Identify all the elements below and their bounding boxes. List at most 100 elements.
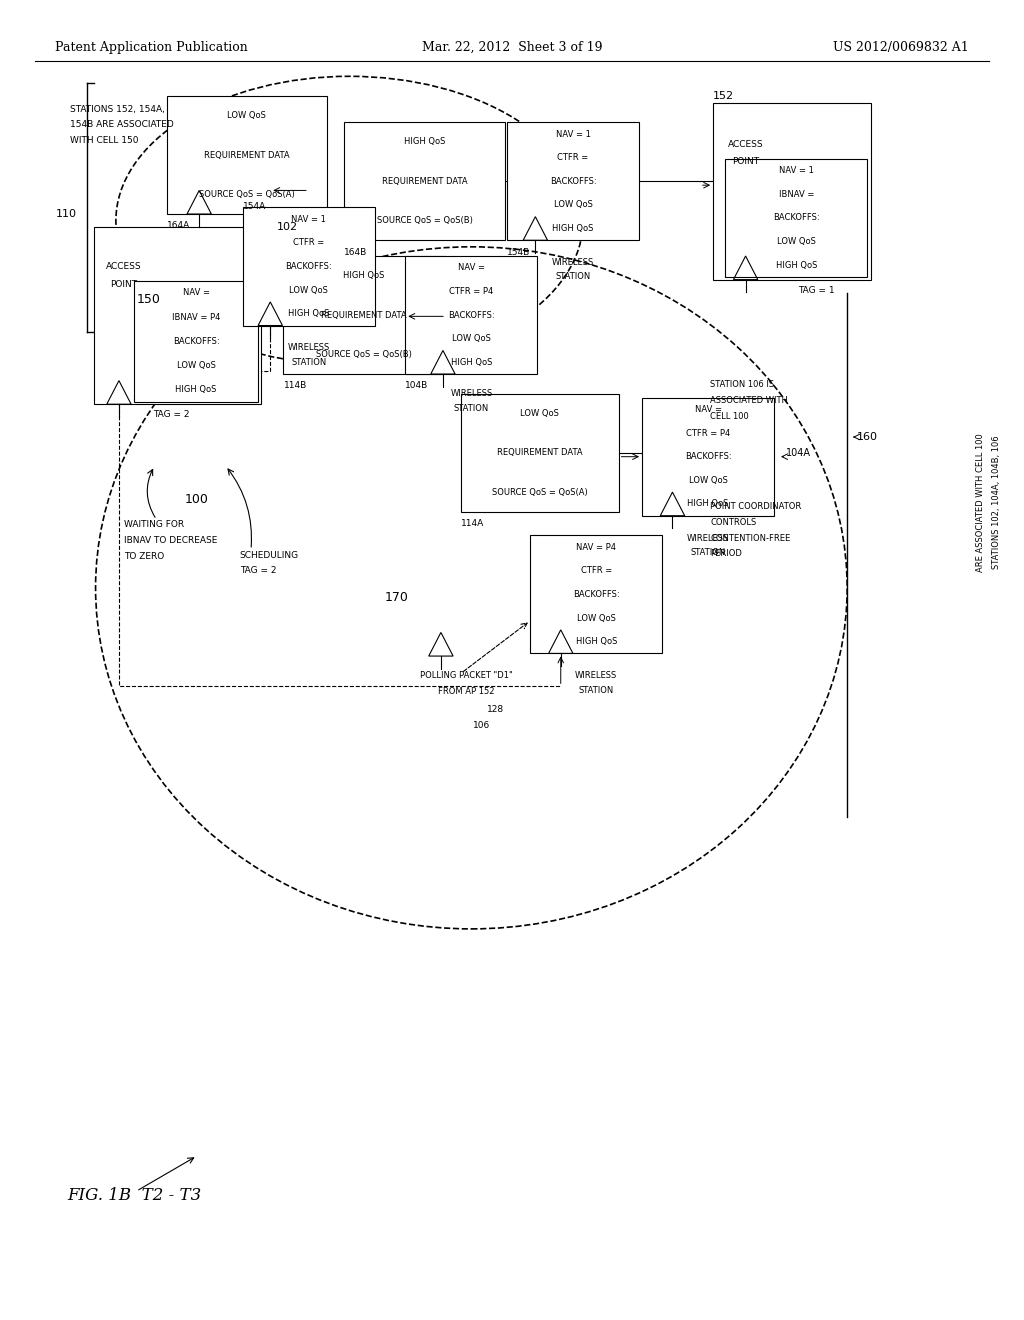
Text: 164B: 164B [344,248,368,256]
Text: STATION: STATION [579,685,614,694]
Text: TAG = 2: TAG = 2 [154,411,190,420]
Text: HIGH QoS: HIGH QoS [403,137,445,147]
Text: WAITING FOR: WAITING FOR [124,520,184,529]
Text: NAV = P4: NAV = P4 [577,543,616,552]
Text: LOW QoS: LOW QoS [688,475,727,484]
Text: 106: 106 [473,721,490,730]
Bar [530,536,663,653]
Text: NAV = 1: NAV = 1 [779,166,814,176]
Text: BACKOFFS:: BACKOFFS: [550,177,596,186]
Text: HIGH QoS: HIGH QoS [776,260,817,269]
Text: SOURCE QoS = QoS(B): SOURCE QoS = QoS(B) [315,350,412,359]
Text: WIRELESS: WIRELESS [687,533,729,543]
Text: CTFR = P4: CTFR = P4 [450,286,494,296]
Text: STATION: STATION [454,404,489,413]
Text: HIGH QoS: HIGH QoS [288,309,330,318]
Text: US 2012/0069832 A1: US 2012/0069832 A1 [834,41,969,54]
Text: ARE ASSOCIATED WITH CELL 100: ARE ASSOCIATED WITH CELL 100 [976,433,985,572]
Bar [93,227,261,404]
Bar [507,123,639,240]
Text: IBNAV TO DECREASE: IBNAV TO DECREASE [124,536,217,545]
Text: CTFR =: CTFR = [557,153,589,162]
Text: Mar. 22, 2012  Sheet 3 of 19: Mar. 22, 2012 Sheet 3 of 19 [422,41,602,54]
Text: WIRELESS: WIRELESS [451,389,493,399]
Bar [284,256,444,374]
Text: STATIONS 102, 104A, 104B, 106: STATIONS 102, 104A, 104B, 106 [992,436,1001,569]
Text: HIGH QoS: HIGH QoS [343,271,384,280]
Text: LOW QoS: LOW QoS [554,201,592,210]
Text: 102: 102 [276,222,298,232]
Text: REQUIREMENT DATA: REQUIREMENT DATA [321,310,407,319]
Text: POINT: POINT [732,157,759,166]
Text: REQUIREMENT DATA: REQUIREMENT DATA [382,177,468,186]
Text: LOW QoS: LOW QoS [520,409,559,418]
Text: BACKOFFS:: BACKOFFS: [773,214,819,223]
Text: BACKOFFS:: BACKOFFS: [286,261,332,271]
Text: 104B: 104B [406,381,429,391]
Text: STATION: STATION [555,272,591,281]
Text: 152: 152 [713,91,734,102]
Text: HIGH QoS: HIGH QoS [575,638,617,645]
Text: 154A: 154A [243,202,266,211]
Bar [167,96,327,214]
Text: 154B ARE ASSOCIATED: 154B ARE ASSOCIATED [71,120,174,129]
Text: 100: 100 [185,494,209,507]
Text: TO ZERO: TO ZERO [124,552,164,561]
Text: HIGH QoS: HIGH QoS [451,358,493,367]
Text: LOW QoS: LOW QoS [452,334,490,343]
Text: CTFR =: CTFR = [293,239,325,247]
Bar [642,397,774,516]
Text: IBNAV = P4: IBNAV = P4 [172,313,220,322]
Text: HIGH QoS: HIGH QoS [175,385,217,395]
Text: NAV = 1: NAV = 1 [292,215,327,224]
Text: SOURCE QoS = QoS(B): SOURCE QoS = QoS(B) [377,216,473,226]
Text: NAV =: NAV = [458,263,485,272]
Text: 104A: 104A [786,447,811,458]
Text: HIGH QoS: HIGH QoS [552,224,594,232]
Text: 164A: 164A [167,222,189,230]
Bar [243,207,375,326]
Bar [461,393,618,512]
Text: POLLING PACKET "D1": POLLING PACKET "D1" [420,672,513,680]
Text: ACCESS: ACCESS [728,140,764,149]
Text: LOW QoS: LOW QoS [227,111,266,120]
Text: ACCESS: ACCESS [106,261,142,271]
Text: LOW QoS: LOW QoS [290,285,329,294]
Bar [134,281,258,401]
Text: REQUIREMENT DATA: REQUIREMENT DATA [497,449,583,457]
Text: STATION 106 IS: STATION 106 IS [710,380,774,389]
Text: CTFR =: CTFR = [581,566,612,576]
Text: STATIONS 152, 154A,: STATIONS 152, 154A, [71,104,165,114]
Text: STATION: STATION [291,358,327,367]
Text: BACKOFFS:: BACKOFFS: [573,590,620,599]
Text: Patent Application Publication: Patent Application Publication [55,41,248,54]
Text: REQUIREMENT DATA: REQUIREMENT DATA [204,150,290,160]
Text: POINT COORDINATOR: POINT COORDINATOR [710,502,802,511]
Text: PERIOD: PERIOD [710,549,742,558]
Text: LOW QoS: LOW QoS [777,238,816,246]
Text: NAV = 1: NAV = 1 [555,129,591,139]
Text: 150: 150 [136,293,160,306]
Text: WITH CELL 150: WITH CELL 150 [71,136,138,145]
Text: 128: 128 [486,705,504,714]
Bar [344,123,505,240]
Text: WIRELESS: WIRELESS [288,343,330,352]
Text: POINT: POINT [111,280,137,289]
Text: FROM AP 152: FROM AP 152 [438,686,495,696]
Text: 114B: 114B [284,381,307,391]
Text: TAG = 1: TAG = 1 [799,285,835,294]
Bar [713,103,870,280]
Text: BACKOFFS:: BACKOFFS: [173,337,219,346]
Text: FIG. 1B  T2 - T3: FIG. 1B T2 - T3 [68,1187,202,1204]
Text: CONTENTION-FREE: CONTENTION-FREE [710,533,791,543]
Text: CONTROLS: CONTROLS [710,517,757,527]
Text: NAV =: NAV = [694,405,722,414]
Text: TAG = 2: TAG = 2 [240,566,276,576]
Text: 114A: 114A [461,519,484,528]
Text: ASSOCIATED WITH: ASSOCIATED WITH [710,396,787,405]
Text: BACKOFFS:: BACKOFFS: [685,453,731,461]
Bar [406,256,538,374]
Text: HIGH QoS: HIGH QoS [687,499,729,508]
Text: WIRELESS: WIRELESS [575,672,617,680]
Text: LOW QoS: LOW QoS [577,614,615,623]
